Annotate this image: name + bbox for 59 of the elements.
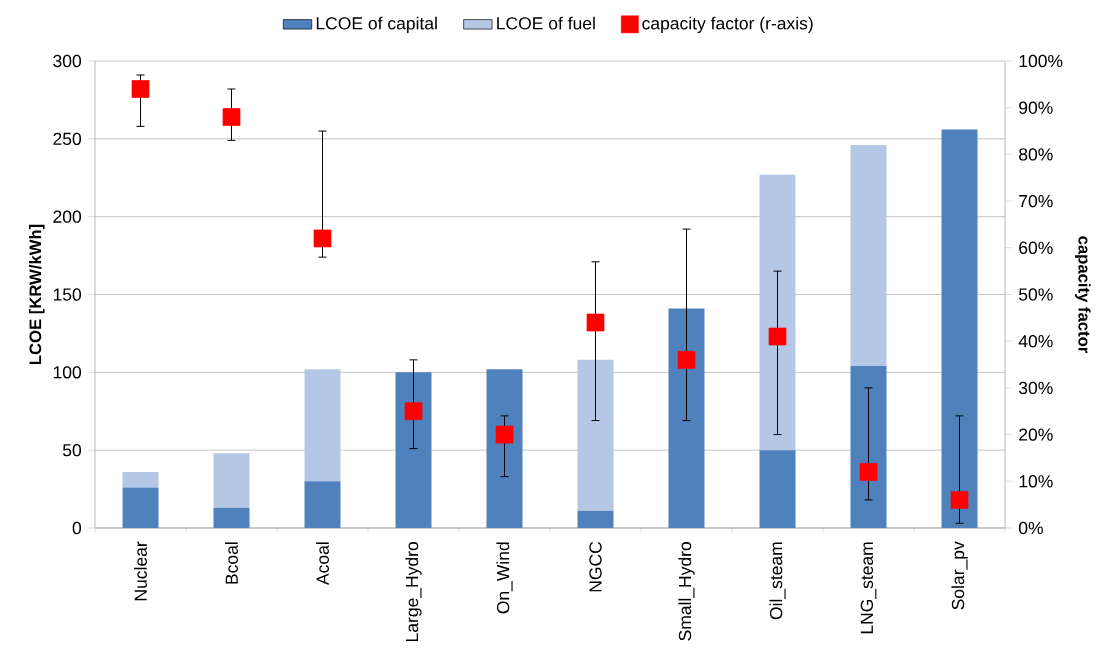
x-tick-label: LNG_steam (860, 542, 877, 634)
y-tick-label: 0 (72, 521, 82, 535)
point (768, 327, 787, 346)
y-tick-label: 300 (53, 54, 82, 68)
bar (759, 450, 796, 528)
bar (941, 129, 978, 528)
y2-tick-label: 70% (1019, 194, 1053, 208)
y2-axis-title: capacity factor (1075, 236, 1091, 354)
x-tick-label: Acoal (316, 542, 329, 586)
bar (213, 507, 250, 528)
bar (486, 369, 523, 528)
x-tick-label: Large_Hydro (405, 542, 422, 641)
bar (304, 481, 341, 528)
legend-label: capacity factor (r-axis) (642, 16, 813, 33)
point (131, 80, 150, 98)
legend-label: LCOE of fuel (497, 16, 595, 30)
y2-tick-label: 80% (1019, 148, 1053, 161)
y-tick-label: 150 (53, 288, 82, 301)
point (586, 313, 605, 332)
point (677, 351, 696, 369)
y-tick-label: 50 (62, 443, 82, 457)
x-tick-label: Bcoal (225, 542, 238, 584)
y2-tick-label: 60% (1019, 241, 1053, 254)
bar (213, 453, 250, 508)
y-tick-label: 250 (53, 132, 82, 146)
x-tick-label: Small_Hydro (678, 542, 695, 641)
bar (850, 366, 887, 528)
point (222, 108, 241, 126)
y-tick-label: 100 (53, 366, 82, 379)
x-tick-label: Nuclear (134, 541, 147, 601)
y2-tick-label: 90% (1019, 101, 1053, 114)
point (859, 463, 878, 481)
point (404, 402, 423, 421)
y-axis-title: LCOE [KRW/kWh] (29, 224, 45, 365)
bar (668, 308, 705, 528)
bar (850, 145, 887, 367)
y2-tick-label: 30% (1018, 381, 1053, 395)
bar (122, 471, 159, 488)
x-tick-label: NGCC (589, 541, 602, 592)
point (313, 229, 332, 248)
y2-tick-label: 40% (1018, 335, 1053, 348)
y-tick-label: 200 (53, 210, 82, 223)
point (950, 491, 969, 509)
point (495, 425, 514, 444)
y2-tick-label: 100% (1019, 54, 1063, 68)
bar (304, 369, 341, 482)
bar (395, 372, 432, 528)
x-tick-label: Solar_pv (951, 541, 968, 610)
legend-label: LCOE of capital (316, 16, 437, 33)
x-tick-label: On_Wind (496, 542, 513, 614)
y2-tick-label: 50% (1019, 288, 1053, 301)
bar (577, 359, 614, 511)
y2-tick-label: 10% (1019, 475, 1053, 488)
y2-tick-label: 0% (1018, 521, 1043, 535)
x-tick-label: Oil_steam (769, 542, 786, 620)
bar (122, 487, 159, 528)
bar (577, 510, 614, 528)
bar (759, 174, 796, 451)
y2-tick-label: 20% (1019, 428, 1053, 441)
